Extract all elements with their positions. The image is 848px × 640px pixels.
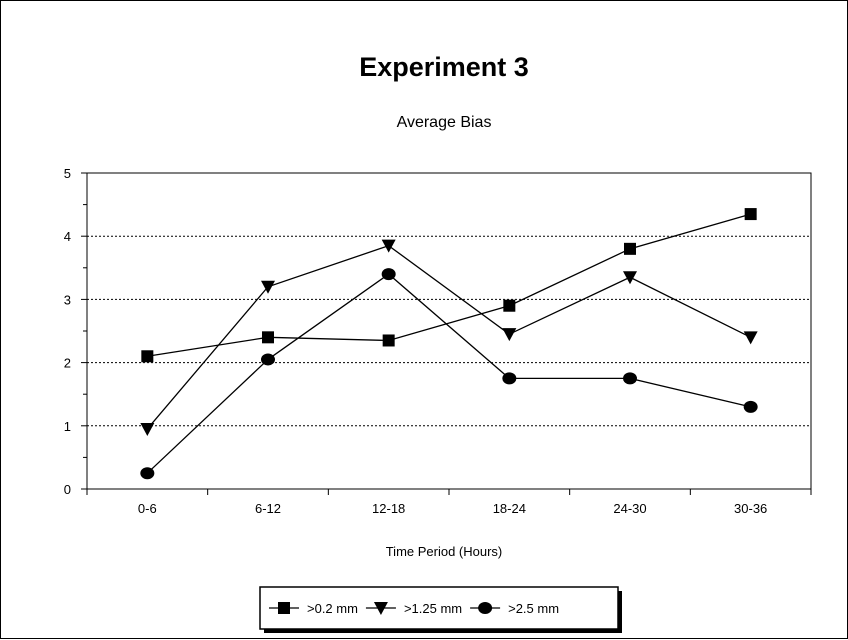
y-axis: 0 1 2 3 4 5: [64, 166, 87, 497]
legend-item-3: >2.5 mm: [470, 601, 559, 616]
legend-item-2: >1.25 mm: [365, 601, 462, 616]
data-point: [743, 331, 758, 345]
data-point: [744, 208, 757, 221]
plot-area: [86, 172, 812, 490]
chart-subtitle: Average Bias: [397, 114, 492, 131]
legend-marker: [373, 602, 388, 615]
data-point: [381, 268, 396, 281]
y-tick-label: 2: [64, 356, 71, 371]
series-2: [140, 239, 758, 436]
legend-label: >2.5 mm: [508, 601, 559, 616]
data-point: [140, 422, 155, 436]
series-lines: [140, 208, 758, 480]
data-point: [262, 331, 274, 344]
series-line: [146, 244, 751, 430]
data-point: [623, 372, 637, 385]
y-tick-label: 3: [64, 292, 71, 307]
series-1: [141, 208, 757, 363]
x-axis-label: Time Period (Hours): [386, 544, 503, 559]
x-tick-label: 24-30: [613, 501, 646, 516]
data-point: [502, 328, 517, 342]
data-point: [381, 239, 396, 253]
data-point: [503, 299, 516, 312]
y-tick-label: 5: [64, 166, 71, 181]
series-line: [146, 273, 751, 474]
x-tick-label: 0-6: [138, 501, 157, 516]
x-tick-label: 12-18: [372, 501, 405, 516]
data-point: [261, 353, 275, 366]
y-tick-label: 0: [64, 482, 71, 497]
legend-item-1: >0.2 mm: [269, 601, 358, 616]
legend-label: >0.2 mm: [307, 601, 358, 616]
y-tick-label: 1: [64, 419, 71, 434]
data-point: [743, 400, 758, 413]
legend-box: [259, 586, 619, 630]
data-point: [502, 372, 517, 385]
x-axis: 0-6 6-12 12-18 18-24 24-30 30-36: [86, 489, 812, 516]
data-point: [261, 280, 275, 294]
data-point: [141, 350, 154, 363]
x-tick-label: 30-36: [734, 501, 767, 516]
legend-marker: [278, 602, 290, 614]
series-line: [147, 213, 751, 357]
y-tick-label: 4: [64, 229, 71, 244]
chart-title: Experiment 3: [359, 52, 529, 82]
legend-items: >0.2 mm >1.25 mm >2.5 mm: [269, 601, 559, 616]
data-point: [624, 242, 636, 255]
legend-label: >1.25 mm: [404, 601, 462, 616]
legend: >0.2 mm >1.25 mm >2.5 mm: [259, 586, 622, 633]
data-point: [382, 334, 395, 347]
legend-marker: [478, 602, 493, 614]
x-tick-label: 18-24: [493, 501, 526, 516]
gridlines: [87, 235, 811, 427]
data-point: [623, 271, 637, 285]
x-tick-label: 6-12: [255, 501, 281, 516]
data-point: [140, 467, 155, 480]
series-3: [140, 268, 758, 480]
